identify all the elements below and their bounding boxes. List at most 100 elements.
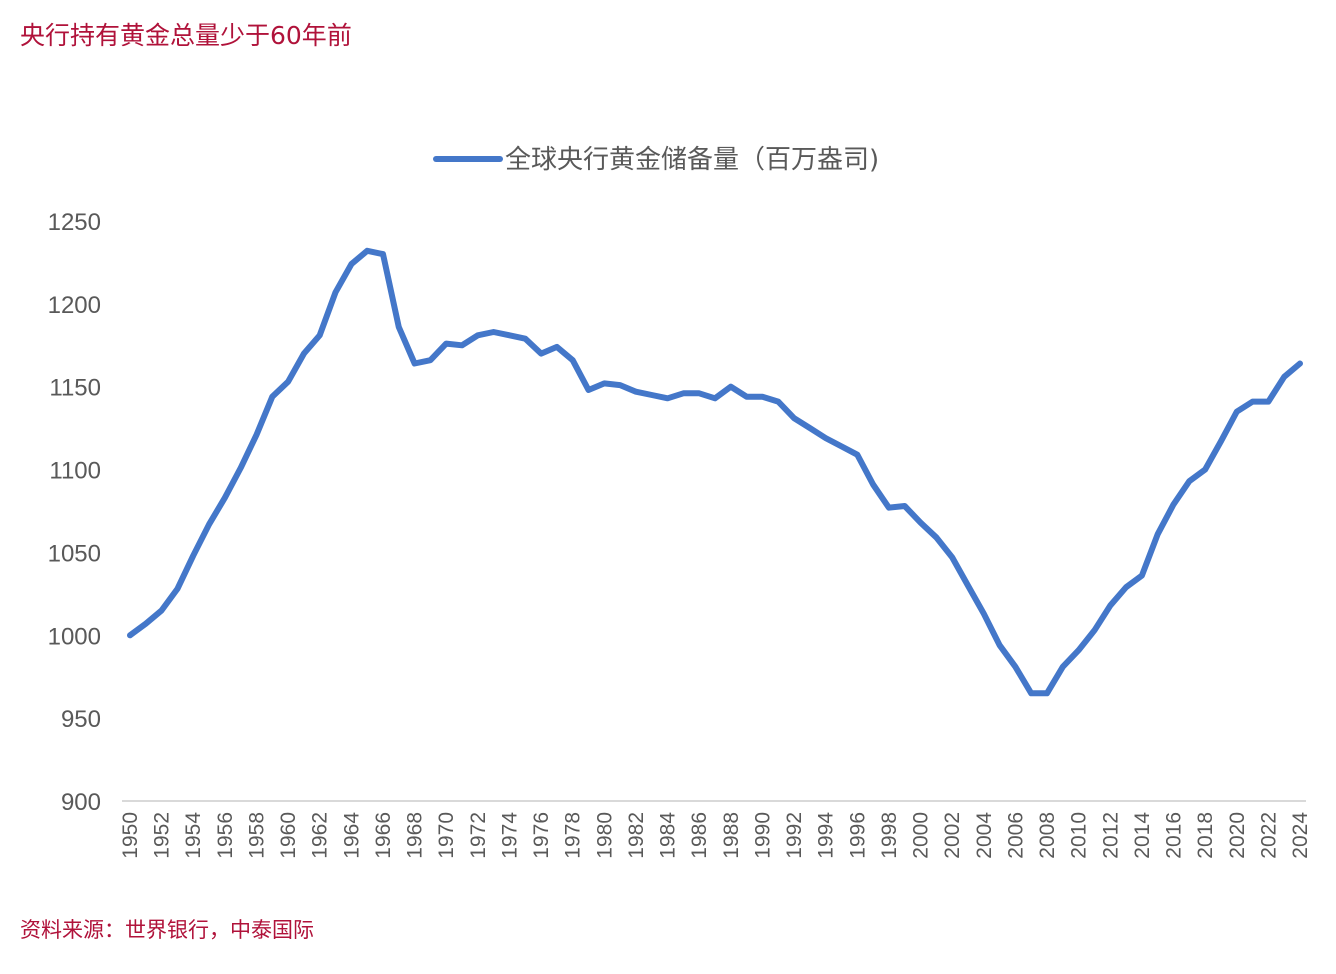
x-tick-label: 2022 (1257, 812, 1280, 859)
y-tick-label: 1000 (48, 623, 101, 650)
data-point-2005 (999, 644, 1001, 646)
data-point-1994 (825, 437, 827, 439)
data-point-1969 (429, 359, 431, 361)
x-tick-label: 2006 (1004, 812, 1027, 859)
y-tick-label: 1200 (48, 292, 101, 319)
data-point-2023 (1283, 376, 1285, 378)
x-tick-label: 1954 (182, 812, 205, 859)
data-point-1976 (540, 353, 542, 355)
data-point-2022 (1267, 401, 1269, 403)
data-point-1989 (746, 396, 748, 398)
data-point-2012 (1109, 604, 1111, 606)
x-tick-label: 2002 (941, 812, 964, 859)
x-tick-label: 1950 (119, 812, 142, 859)
data-point-2013 (1125, 586, 1127, 588)
data-point-1970 (445, 343, 447, 345)
page-title: 央行持有黄金总量少于60年前 (20, 21, 352, 50)
y-tick-label: 1050 (48, 540, 101, 567)
data-point-2007 (1030, 692, 1032, 694)
data-point-1974 (508, 334, 510, 336)
data-point-2018 (1204, 469, 1206, 471)
data-point-1992 (793, 417, 795, 419)
data-point-1960 (287, 381, 289, 383)
data-point-2019 (1220, 440, 1222, 442)
data-point-1967 (398, 326, 400, 328)
data-point-1963 (335, 291, 337, 293)
data-point-1991 (777, 401, 779, 403)
x-tick-label: 1956 (214, 812, 237, 859)
x-tick-label: 1958 (245, 812, 268, 859)
x-tick-label: 1976 (530, 812, 553, 859)
x-tick-label: 1970 (435, 812, 458, 859)
y-tick-label: 1150 (49, 375, 101, 402)
data-point-2024 (1299, 363, 1301, 365)
x-tick-label: 1996 (846, 812, 869, 859)
data-point-1977 (556, 346, 558, 348)
x-tick-label: 1972 (467, 812, 490, 859)
data-point-1952 (161, 609, 163, 611)
x-tick-label: 2020 (1226, 812, 1249, 859)
x-tick-label: 2008 (1036, 812, 1059, 859)
data-point-2015 (1157, 533, 1159, 535)
data-point-1958 (255, 434, 257, 436)
data-point-1954 (192, 555, 194, 557)
legend-label: 全球央行黄金储备量（百万盎司) (505, 145, 879, 175)
x-tick-label: 2012 (1099, 812, 1122, 859)
legend: 全球央行黄金储备量（百万盎司) (433, 145, 879, 175)
data-point-2020 (1236, 411, 1238, 413)
data-point-2003 (967, 585, 969, 587)
data-point-1997 (872, 483, 874, 485)
data-point-2010 (1078, 649, 1080, 651)
data-point-1996 (856, 454, 858, 456)
x-tick-label: 2018 (1194, 812, 1217, 859)
data-point-1990 (761, 396, 763, 398)
data-point-2001 (935, 537, 937, 539)
data-point-1953 (176, 588, 178, 590)
x-tick-label: 1982 (625, 812, 648, 859)
data-point-1951 (145, 623, 147, 625)
data-point-1950 (129, 634, 131, 636)
data-point-1980 (603, 382, 605, 384)
data-point-1955 (208, 523, 210, 525)
source-note: 资料来源：世界银行，中泰国际 (20, 918, 314, 942)
data-point-2021 (1252, 401, 1254, 403)
data-point-1985 (682, 392, 684, 394)
data-point-2011 (1093, 629, 1095, 631)
data-point-2017 (1188, 480, 1190, 482)
data-point-1986 (698, 392, 700, 394)
data-point-1968 (414, 363, 416, 365)
x-tick-label: 2010 (1068, 812, 1091, 859)
data-point-1995 (840, 445, 842, 447)
data-point-2016 (1173, 503, 1175, 505)
data-point-2008 (1046, 692, 1048, 694)
x-tick-label: 1968 (404, 812, 427, 859)
data-point-2014 (1141, 575, 1143, 577)
data-point-1973 (493, 331, 495, 333)
data-point-2009 (1062, 666, 1064, 668)
data-point-1993 (809, 427, 811, 429)
data-point-2006 (1014, 666, 1016, 668)
x-tick-label: 1966 (372, 812, 395, 859)
data-point-1965 (366, 250, 368, 252)
x-tick-label: 1964 (340, 812, 363, 859)
data-point-1981 (619, 384, 621, 386)
y-tick-label: 900 (61, 789, 101, 816)
data-point-1998 (888, 507, 890, 509)
x-tick-label: 1998 (878, 812, 901, 859)
data-point-2000 (920, 522, 922, 524)
x-tick-label: 2014 (1131, 812, 1154, 859)
data-point-1971 (461, 344, 463, 346)
y-tick-label: 1250 (48, 209, 101, 236)
data-point-1984 (667, 397, 669, 399)
data-point-2002 (951, 556, 953, 558)
data-point-1978 (572, 359, 574, 361)
data-point-1959 (271, 396, 273, 398)
data-point-1957 (240, 467, 242, 469)
x-tick-label: 1952 (151, 812, 174, 859)
data-point-1987 (714, 397, 716, 399)
data-point-1972 (477, 334, 479, 336)
data-point-1982 (635, 391, 637, 393)
data-point-1964 (350, 263, 352, 265)
data-point-2004 (983, 613, 985, 615)
